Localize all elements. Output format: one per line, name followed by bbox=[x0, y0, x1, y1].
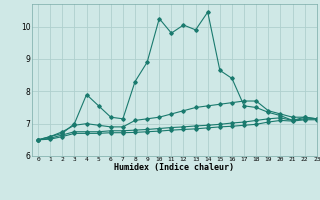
X-axis label: Humidex (Indice chaleur): Humidex (Indice chaleur) bbox=[115, 163, 234, 172]
